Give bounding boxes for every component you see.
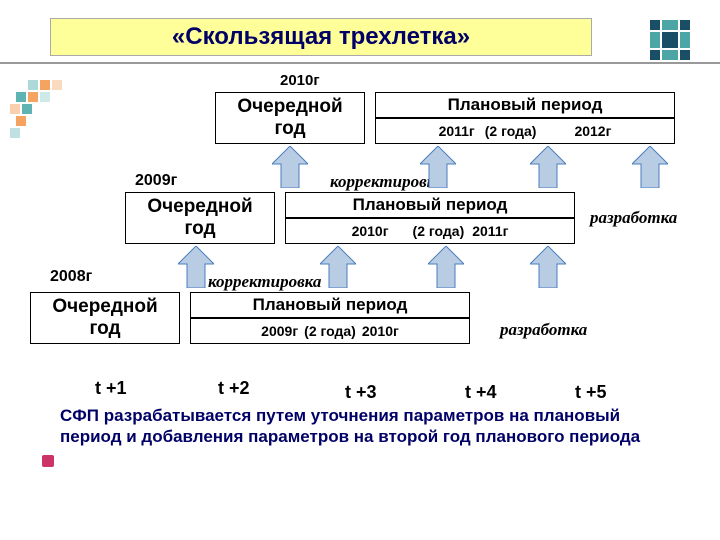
r1-sub-l: 2011г bbox=[439, 123, 475, 139]
arrow-up-icon bbox=[632, 146, 668, 188]
r2-sub-l: 2010г bbox=[352, 223, 389, 239]
r1-left-box: Очередной год bbox=[215, 92, 365, 144]
r2-sub-r: 2011г bbox=[472, 223, 508, 239]
footer-text: СФП разрабатывается путем уточнения пара… bbox=[60, 405, 680, 448]
arrow-up-icon bbox=[530, 146, 566, 188]
r1-year-left: 2009г bbox=[135, 172, 177, 190]
arrow-up-icon bbox=[420, 146, 456, 188]
t5: t +5 bbox=[575, 382, 607, 403]
slide-title: «Скользящая трехлетка» bbox=[50, 18, 592, 56]
arrow-up-icon bbox=[272, 146, 308, 188]
r3-right-sub: 2009г (2 года) 2010г bbox=[190, 318, 470, 344]
r3-left-box: Очередной год bbox=[30, 292, 180, 344]
arrow-up-icon bbox=[530, 246, 566, 288]
decorative-squares bbox=[10, 80, 70, 170]
t1: t +1 bbox=[95, 378, 127, 399]
bullet-icon bbox=[42, 455, 54, 467]
title-underline bbox=[0, 62, 720, 64]
r2-year-left: 2008г bbox=[50, 268, 92, 286]
r3-left-l2: год bbox=[89, 318, 120, 340]
r3-sub-l: 2009г bbox=[261, 323, 298, 339]
r2-annotation: корректировка bbox=[208, 272, 321, 292]
arrow-up-icon bbox=[428, 246, 464, 288]
r1-sub-m: (2 года) bbox=[485, 123, 537, 139]
r1-sub-r: 2012г bbox=[574, 123, 611, 139]
r1-right-header: Плановый период bbox=[375, 92, 675, 118]
r2-left-l1: Очередной bbox=[147, 196, 252, 218]
r2-left-box: Очередной год bbox=[125, 192, 275, 244]
r2-right-header: Плановый период bbox=[285, 192, 575, 218]
arrow-up-icon bbox=[320, 246, 356, 288]
r3-sub-m: (2 года) bbox=[304, 323, 356, 339]
logo-icon bbox=[650, 20, 690, 60]
r1-left-l1: Очередной bbox=[237, 96, 342, 118]
t3: t +3 bbox=[345, 382, 377, 403]
r3-sub-r: 2010г bbox=[362, 323, 399, 339]
arrow-up-icon bbox=[178, 246, 214, 288]
r3-right-header: Плановый период bbox=[190, 292, 470, 318]
r2-left-l2: год bbox=[184, 218, 215, 240]
r2-right-sub: 2010г (2 года) 2011г bbox=[285, 218, 575, 244]
r2-sub-m: (2 года) bbox=[413, 223, 465, 239]
r3-right-label: разработка bbox=[500, 320, 587, 340]
r3-left-l1: Очередной bbox=[52, 296, 157, 318]
t2: t +2 bbox=[218, 378, 250, 399]
r1-right-sub: 2011г (2 года) 2012г bbox=[375, 118, 675, 144]
t4: t +4 bbox=[465, 382, 497, 403]
r1-left-l2: год bbox=[274, 118, 305, 140]
r2-right-label: разработка bbox=[590, 208, 677, 228]
r1-year-top: 2010г bbox=[280, 72, 320, 89]
